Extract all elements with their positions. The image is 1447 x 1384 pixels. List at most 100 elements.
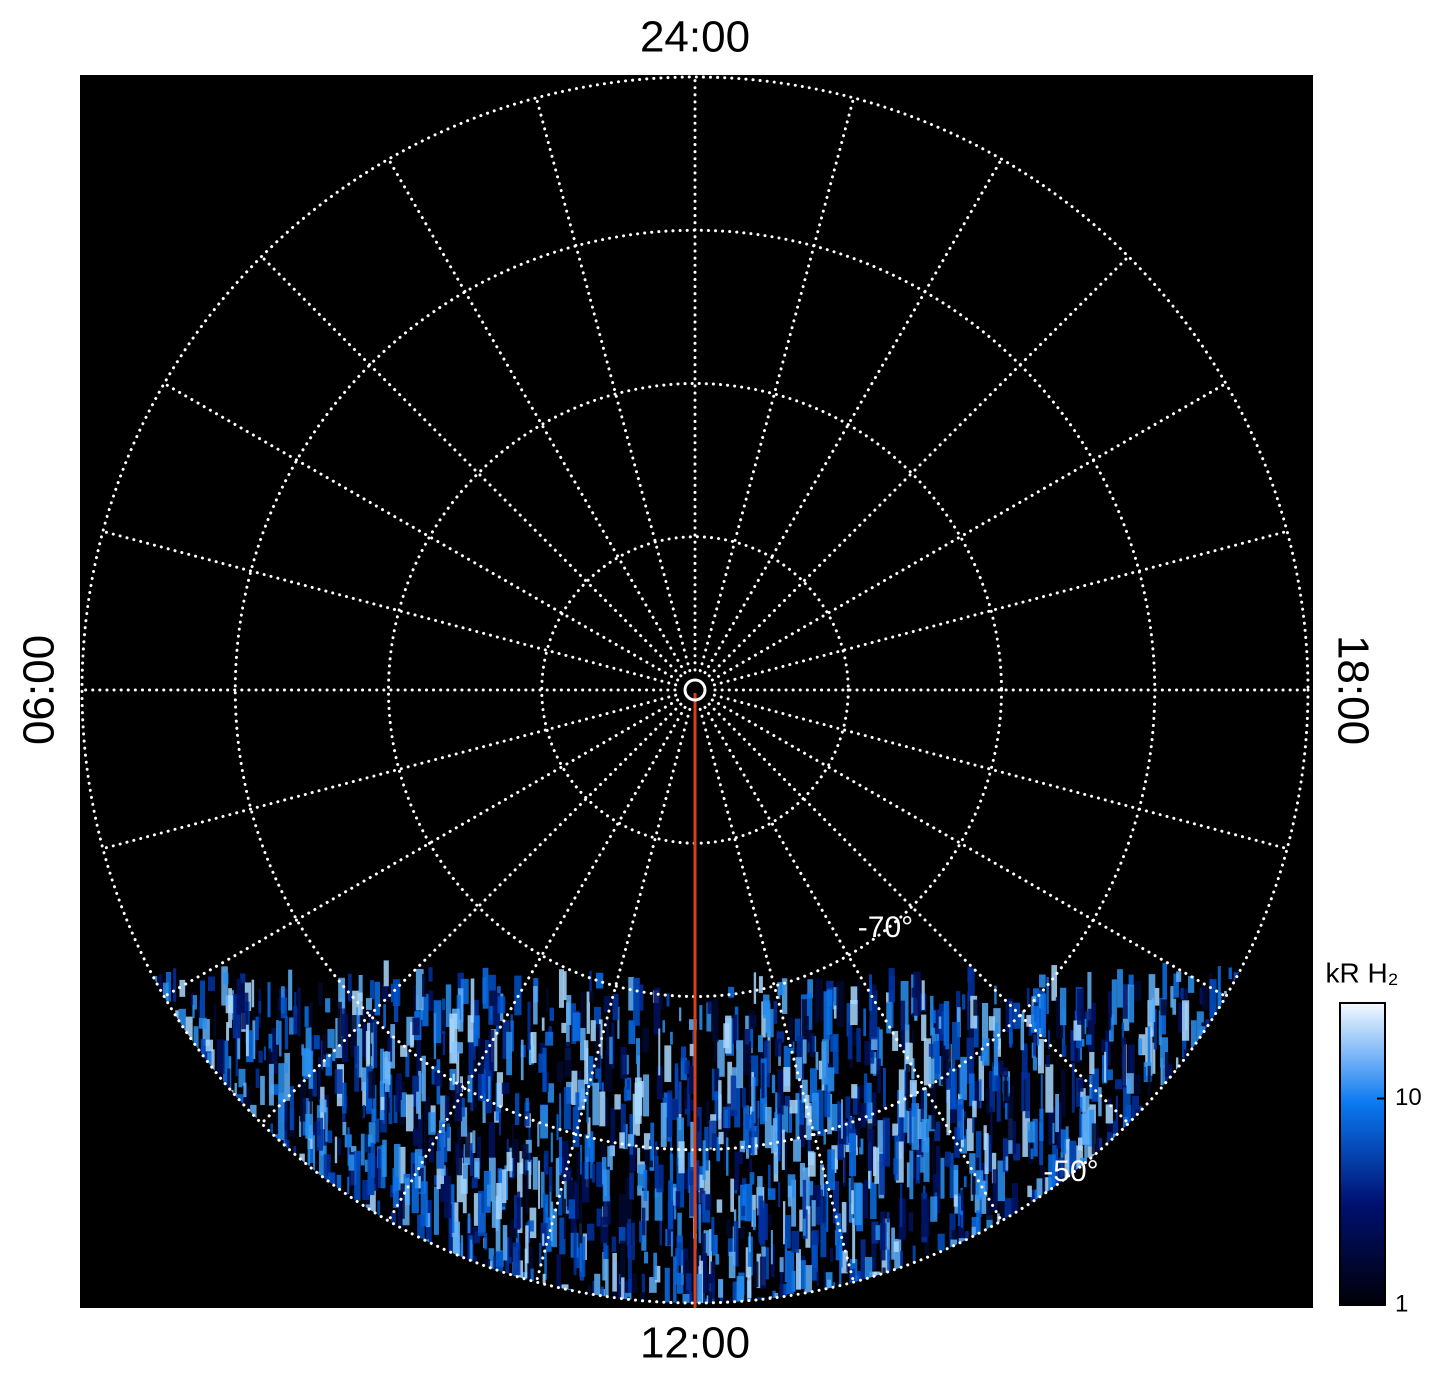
emission-cell [1170,986,1174,1008]
emission-cell [1082,1095,1090,1145]
emission-cell [728,1251,736,1279]
emission-cell [1009,1305,1014,1346]
emission-cell [325,998,331,1013]
emission-cell [1089,1052,1095,1075]
emission-cell [924,1309,931,1352]
emission-cell [915,1156,921,1184]
emission-cell [199,1328,202,1362]
emission-cell [539,1242,542,1268]
emission-cell [377,1200,381,1223]
emission-cell [423,1121,427,1166]
grid-spoke [712,529,1289,687]
emission-cell [794,1018,801,1042]
emission-cell [1005,1327,1007,1343]
emission-cell [664,1045,672,1082]
emission-cell [355,1316,360,1332]
emission-cell [545,1354,551,1376]
emission-cell [668,1180,673,1230]
emission-cell [424,1096,430,1121]
emission-cell [348,1154,356,1171]
emission-cell [823,1129,826,1145]
emission-cell [712,999,719,1042]
emission-cell [595,1063,599,1079]
emission-cell [418,1167,424,1193]
emission-cell [723,1023,730,1049]
emission-cell [417,1115,423,1157]
emission-cell [890,1328,898,1351]
emission-cell [179,979,186,997]
emission-cell [491,1200,499,1228]
emission-cell [296,1322,303,1370]
emission-cell [584,1040,589,1085]
emission-cell [440,1095,447,1123]
grid-spoke [260,255,683,678]
emission-cell [649,1277,657,1293]
emission-cell [600,1286,604,1303]
emission-cell [1048,1332,1054,1351]
emission-cell [658,1028,661,1076]
emission-cell [876,1323,883,1364]
emission-cell [347,1176,350,1195]
emission-cell [772,1118,778,1153]
emission-cell [276,1020,279,1045]
emission-cell [674,1063,679,1100]
emission-cell [992,1169,998,1212]
emission-cell [752,1209,756,1230]
emission-cell [835,1213,842,1261]
emission-cell [301,1044,305,1056]
emission-cell [1115,1079,1123,1090]
emission-cell [1046,976,1049,1015]
emission-cell [511,1123,515,1158]
grid-spoke [710,698,1228,998]
emission-cell [1060,987,1067,1026]
emission-cell [991,1152,997,1184]
emission-cell [356,1028,363,1078]
emission-cell [368,1071,376,1099]
emission-cell [236,978,242,1015]
emission-cell [879,1029,883,1066]
emission-cell [488,1122,496,1161]
emission-cell [986,1135,992,1172]
emission-cell [975,1131,982,1178]
emission-cell [486,1184,491,1207]
grid-spoke [162,382,680,682]
emission-cell [911,1082,916,1117]
emission-cell [766,1327,773,1343]
emission-cell [803,1015,809,1040]
emission-cell [1026,1014,1035,1027]
emission-cell [617,1006,620,1039]
emission-cell [428,967,433,982]
emission-cell [673,1256,677,1303]
emission-cell [587,1223,595,1241]
emission-cell [803,1218,806,1236]
emission-cell [869,1037,875,1064]
emission-cell [246,1030,254,1063]
emission-cell [563,971,567,1001]
emission-cell [695,1377,697,1384]
emission-cell [734,1151,740,1190]
emission-cell [949,1331,952,1354]
emission-cell [1007,1318,1011,1334]
emission-cell [1033,1034,1037,1056]
emission-cell [1188,975,1195,993]
emission-cell [851,1190,854,1215]
emission-cell [402,1185,410,1226]
emission-cell [1077,1079,1084,1092]
emission-cell [1042,1312,1047,1356]
emission-cell [832,1033,839,1074]
emission-cell [795,1311,801,1357]
emission-cell [240,1341,243,1372]
emission-cell [260,1075,265,1106]
emission-cell [299,1079,306,1122]
emission-cell [829,1247,834,1262]
emission-cell [418,1176,421,1189]
emission-cell [1148,974,1156,1023]
emission-cell [965,1308,968,1353]
emission-cell [1076,1077,1083,1107]
emission-cell [474,1307,478,1320]
emission-cell [600,1216,609,1244]
grid-spoke [534,707,692,1284]
emission-cell [357,992,363,1016]
emission-cell [913,971,921,1016]
emission-cell [255,1016,259,1041]
